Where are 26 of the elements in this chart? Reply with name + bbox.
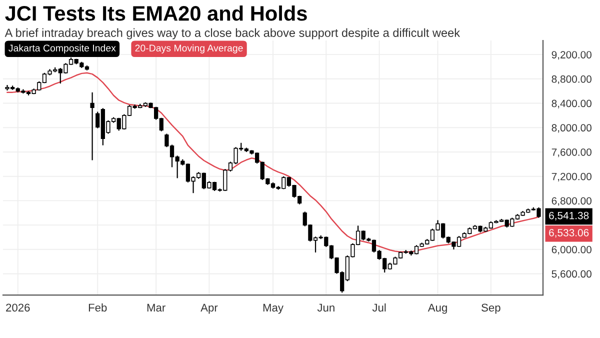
y-tick-label: 8,000.00 <box>552 124 592 133</box>
y-tick-label: 5,600.00 <box>552 270 592 279</box>
x-tick-label: 2026 <box>6 304 30 312</box>
y-tick-label: 7,600.00 <box>552 148 592 158</box>
y-tick-label: 6,000.00 <box>552 246 592 255</box>
text: 6,533.06 <box>549 229 589 238</box>
y-tick-label: 8,800.00 <box>552 75 592 84</box>
text: 20-Days Moving Average <box>135 44 243 54</box>
x-tick-label: May <box>263 304 284 314</box>
y-tick-label: 8,400.00 <box>552 100 592 108</box>
series-label: Jakarta Composite Index <box>8 44 116 54</box>
chart-subtitle: A brief intraday breach gives way to a close back above support despite a difficult week <box>4 28 460 40</box>
x-tick-label: Jun <box>317 304 334 312</box>
text: 6,541.38 <box>549 212 589 220</box>
x-tick-label: Aug <box>428 304 447 314</box>
line-series <box>6 72 540 252</box>
x-tick-label: Mar <box>147 304 166 312</box>
y-tick-label: 9,200.00 <box>552 51 592 60</box>
x-tick-label: Sep <box>482 304 500 314</box>
x-tick-label: Feb <box>88 303 107 312</box>
candlestick <box>90 92 94 161</box>
y-tick-label: 6,800.00 <box>552 197 592 206</box>
x-tick-label: Jul <box>372 303 386 312</box>
y-tick-label: 7,200.00 <box>552 172 592 182</box>
x-tick-label: Apr <box>200 304 218 314</box>
chart-title: JCI Tests Its EMA20 and Holds <box>5 6 307 21</box>
